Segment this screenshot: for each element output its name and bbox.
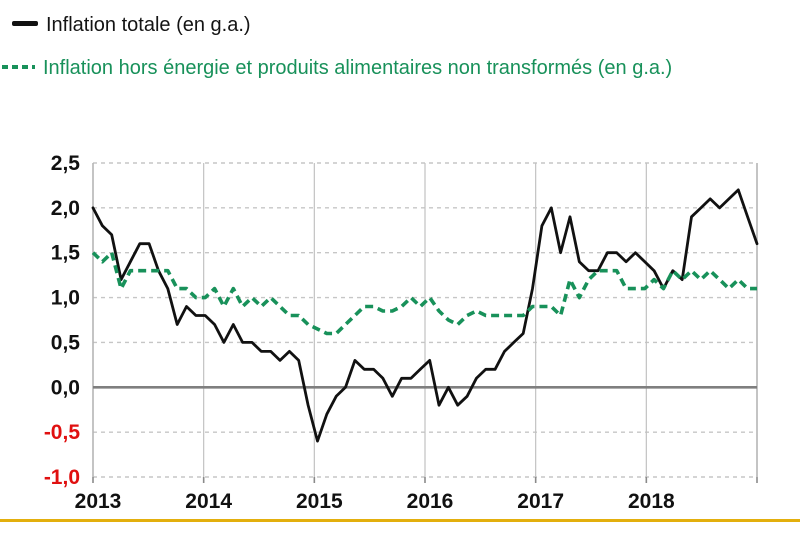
x-tick-label: 2015 [296,490,343,513]
legend-item-total: Inflation totale (en g.a.) [0,10,800,41]
x-tick-label: 2016 [407,490,454,513]
total-inflation-line [91,188,759,443]
y-tick-label: 0,5 [51,331,81,354]
core-inflation-line [91,250,757,336]
footer-accent-rule [0,519,800,522]
x-tick-label: 2014 [185,490,232,513]
chart-legend: Inflation totale (en g.a.) Inflation hor… [0,10,800,84]
x-tick-label: 2017 [517,490,564,513]
y-tick-label: -1,0 [44,466,80,489]
solid-line-swatch-icon [12,21,38,27]
legend-item-core: Inflation hors énergie et produits alime… [0,53,714,84]
y-tick-label: -0,5 [44,421,81,444]
y-tick-label: 1,5 [51,242,81,265]
x-tick-label: 2018 [628,490,675,513]
x-tick-label: 2013 [75,490,122,513]
y-tick-label: 2,5 [51,152,81,175]
y-tick-label: 2,0 [51,197,80,220]
y-tick-label: 1,0 [51,287,80,310]
dashed-line-swatch-icon [2,64,35,69]
legend-label-total: Inflation totale (en g.a.) [46,14,251,36]
y-tick-label: 0,0 [51,376,80,399]
legend-label-core: Inflation hors énergie et produits alime… [43,57,673,79]
